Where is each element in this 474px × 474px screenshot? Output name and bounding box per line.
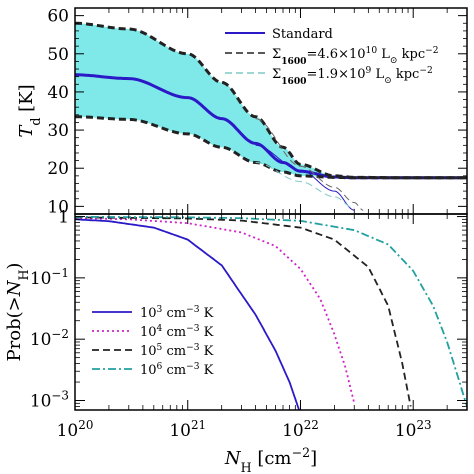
bottom-legend-label-0: 103 cm−3 K bbox=[140, 305, 214, 321]
shaded-band bbox=[75, 23, 467, 178]
top-plot-area bbox=[75, 21, 467, 211]
bottom-series-line-3 bbox=[75, 215, 467, 407]
top-ytick-label-60: 60 bbox=[47, 7, 69, 27]
top-legend: Standard Σ1600=4.6×1010 L⊙ kpc−2Σ1600=1.9… bbox=[225, 27, 439, 87]
top-ylabel: Td [K] bbox=[16, 84, 43, 137]
top-ytick-label-40: 40 bbox=[47, 83, 69, 103]
bottom-plot-area bbox=[75, 215, 467, 410]
bottom-legend-label-1: 104 cm−3 K bbox=[140, 324, 214, 340]
bottom-plot-frame bbox=[74, 213, 468, 411]
bottom-panel-probability: 1020 1021 1022 1023 1 10−1 10−2 10−3 Prob(>NH) NH… bbox=[4, 208, 468, 474]
top-ytick-label-20: 20 bbox=[47, 159, 69, 179]
top-legend-label-0: Standard bbox=[272, 27, 333, 42]
bottom-series-line-2 bbox=[75, 216, 412, 407]
bottom-xtick-label-1: 1021 bbox=[169, 418, 206, 441]
top-series-line-1 bbox=[255, 144, 355, 211]
top-series-line-5 bbox=[255, 162, 355, 209]
bottom-xtick-label-0: 1020 bbox=[57, 418, 94, 441]
bottom-xtick-label-3: 1023 bbox=[395, 418, 432, 441]
bottom-series-line-1 bbox=[75, 217, 356, 404]
bottom-ytick-label-1: 10−1 bbox=[30, 266, 69, 289]
top-ytick-label-30: 30 bbox=[47, 121, 69, 141]
bottom-legend-label-3: 106 cm−3 K bbox=[140, 362, 214, 378]
bottom-xtick-label-2: 1022 bbox=[282, 418, 319, 441]
top-legend-label-2: Σ1600=1.9×109 L⊙ kpc−2 bbox=[272, 66, 433, 87]
top-ytick-label-50: 50 bbox=[47, 45, 69, 65]
top-ytick-label-10: 10 bbox=[47, 197, 69, 217]
top-series-line-4 bbox=[255, 118, 364, 211]
top-series-line-3 bbox=[75, 115, 467, 180]
top-legend-label-1: Σ1600=4.6×1010 L⊙ kpc−2 bbox=[272, 46, 439, 67]
bottom-xlabel: NH [cm−2] bbox=[224, 445, 317, 474]
bottom-legend: 103 cm−3 K 104 cm−3 K 105 cm−3 K 106 cm−3 K bbox=[92, 305, 214, 378]
top-panel-temperature: 10 20 30 40 50 60 Td [K] Standard Σ1600=4.6×1010… bbox=[16, 7, 468, 217]
bottom-ylabel: Prob(>NH) bbox=[4, 263, 31, 362]
bottom-series-line-0 bbox=[75, 218, 301, 410]
bottom-ytick-label-0: 1 bbox=[58, 208, 69, 228]
bottom-ytick-label-3: 10−3 bbox=[30, 389, 69, 412]
bottom-ytick-label-2: 10−2 bbox=[30, 327, 69, 350]
bottom-legend-label-2: 105 cm−3 K bbox=[140, 343, 214, 359]
